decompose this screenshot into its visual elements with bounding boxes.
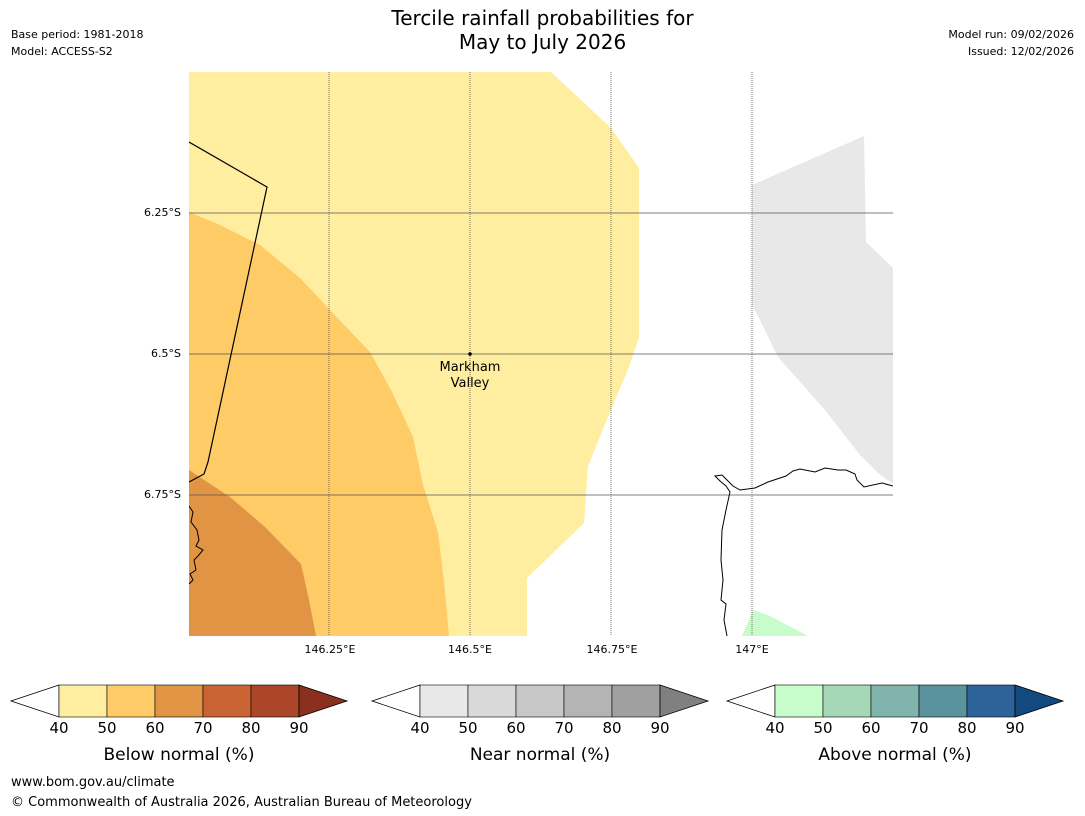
graticule [189,72,893,636]
legend-below-swatch-60-70 [154,684,204,718]
legend-above-swatch-60-70 [870,684,920,718]
lon-label-1465: 146.5°E [448,643,492,656]
above-normal-40-50-region [742,610,808,636]
below-normal-60-70-region [189,470,316,636]
legend-near-swatch-50-60 [467,684,517,718]
legend-near-extend-high [659,684,710,718]
legend-below-title: Below normal (%) [103,745,255,765]
map-title: Tercile rainfall probabilities for May t… [0,6,1085,54]
legend-near-swatch-80-90 [611,684,661,718]
legend-below-tick-70: 70 [193,719,213,737]
legend-below-swatch-40-50 [58,684,108,718]
legend-below-swatch-80-90 [250,684,300,718]
lat-label-625: 6.25°S [144,206,181,219]
legend-near-tick-80: 80 [602,719,622,737]
legend-above-tick-90: 90 [1005,719,1025,737]
legend-above-swatch-80-90 [966,684,1016,718]
legend-below-tick-50: 50 [97,719,117,737]
meta-right: Model run: 09/02/2026 Issued: 12/02/2026 [948,26,1074,60]
legend-near-tick-50: 50 [458,719,478,737]
legend-near-extend-low [370,684,421,718]
footer-copyright: © Commonwealth of Australia 2026, Austra… [11,795,472,810]
legend-below-tick-90: 90 [289,719,309,737]
legend-below-swatch-70-80 [202,684,252,718]
legend-above-tick-80: 80 [957,719,977,737]
legend-above-swatch-70-80 [918,684,968,718]
lon-label-14675: 146.75°E [586,643,638,656]
legend-near-tick-40: 40 [410,719,430,737]
place-label: Markham Valley [420,360,520,392]
title-line-2: May to July 2026 [458,30,627,54]
footer-url[interactable]: www.bom.gov.au/climate [11,775,175,790]
legend-near-tick-90: 90 [650,719,670,737]
legend-near-tick-70: 70 [554,719,574,737]
legend-above-tick-70: 70 [909,719,929,737]
meta-left: Base period: 1981-2018 Model: ACCESS-S2 [11,26,143,60]
legend-above-extend-low [725,684,776,718]
legend-near-swatch-70-80 [563,684,613,718]
legend-above-swatch-50-60 [822,684,872,718]
lon-label-14625: 146.25°E [304,643,356,656]
lat-label-650: 6.5°S [151,347,181,360]
base-period: Base period: 1981-2018 [11,28,144,41]
legend-above-title: Above normal (%) [818,745,972,765]
coastline-west [189,505,204,585]
legend-above-tick-40: 40 [765,719,785,737]
legend-colorbars [9,684,1065,718]
near-normal-40-50-region [752,136,893,484]
location-marker[interactable] [468,352,472,356]
issued-date: Issued: 12/02/2026 [967,45,1074,58]
legend-above-tick-50: 50 [813,719,833,737]
legend-below-extend-low [9,684,60,718]
lat-label-675: 6.75°S [144,488,181,501]
legend-above-swatch-40-50 [774,684,824,718]
lon-label-147: 147°E [735,643,769,656]
province-boundary [189,141,268,483]
legend-near-swatch-60-70 [515,684,565,718]
place-name-line-2: Valley [450,376,490,391]
legend-below-tick-80: 80 [241,719,261,737]
model-name: Model: ACCESS-S2 [11,45,113,58]
place-name-line-1: Markham [439,360,501,375]
legend-near-title: Near normal (%) [469,745,611,765]
legend-above-tick-60: 60 [861,719,881,737]
legend-near-tick-60: 60 [506,719,526,737]
title-line-1: Tercile rainfall probabilities for [391,6,694,30]
legend-below-tick-40: 40 [49,719,69,737]
legend-below-extend-high [298,684,349,718]
legend-below-swatch-50-60 [106,684,156,718]
legend-near-swatch-40-50 [419,684,469,718]
model-run: Model run: 09/02/2026 [948,28,1074,41]
legend-below-tick-60: 60 [145,719,165,737]
legend-above-extend-high [1014,684,1065,718]
coastline-east [713,467,893,636]
map-area [189,72,893,636]
